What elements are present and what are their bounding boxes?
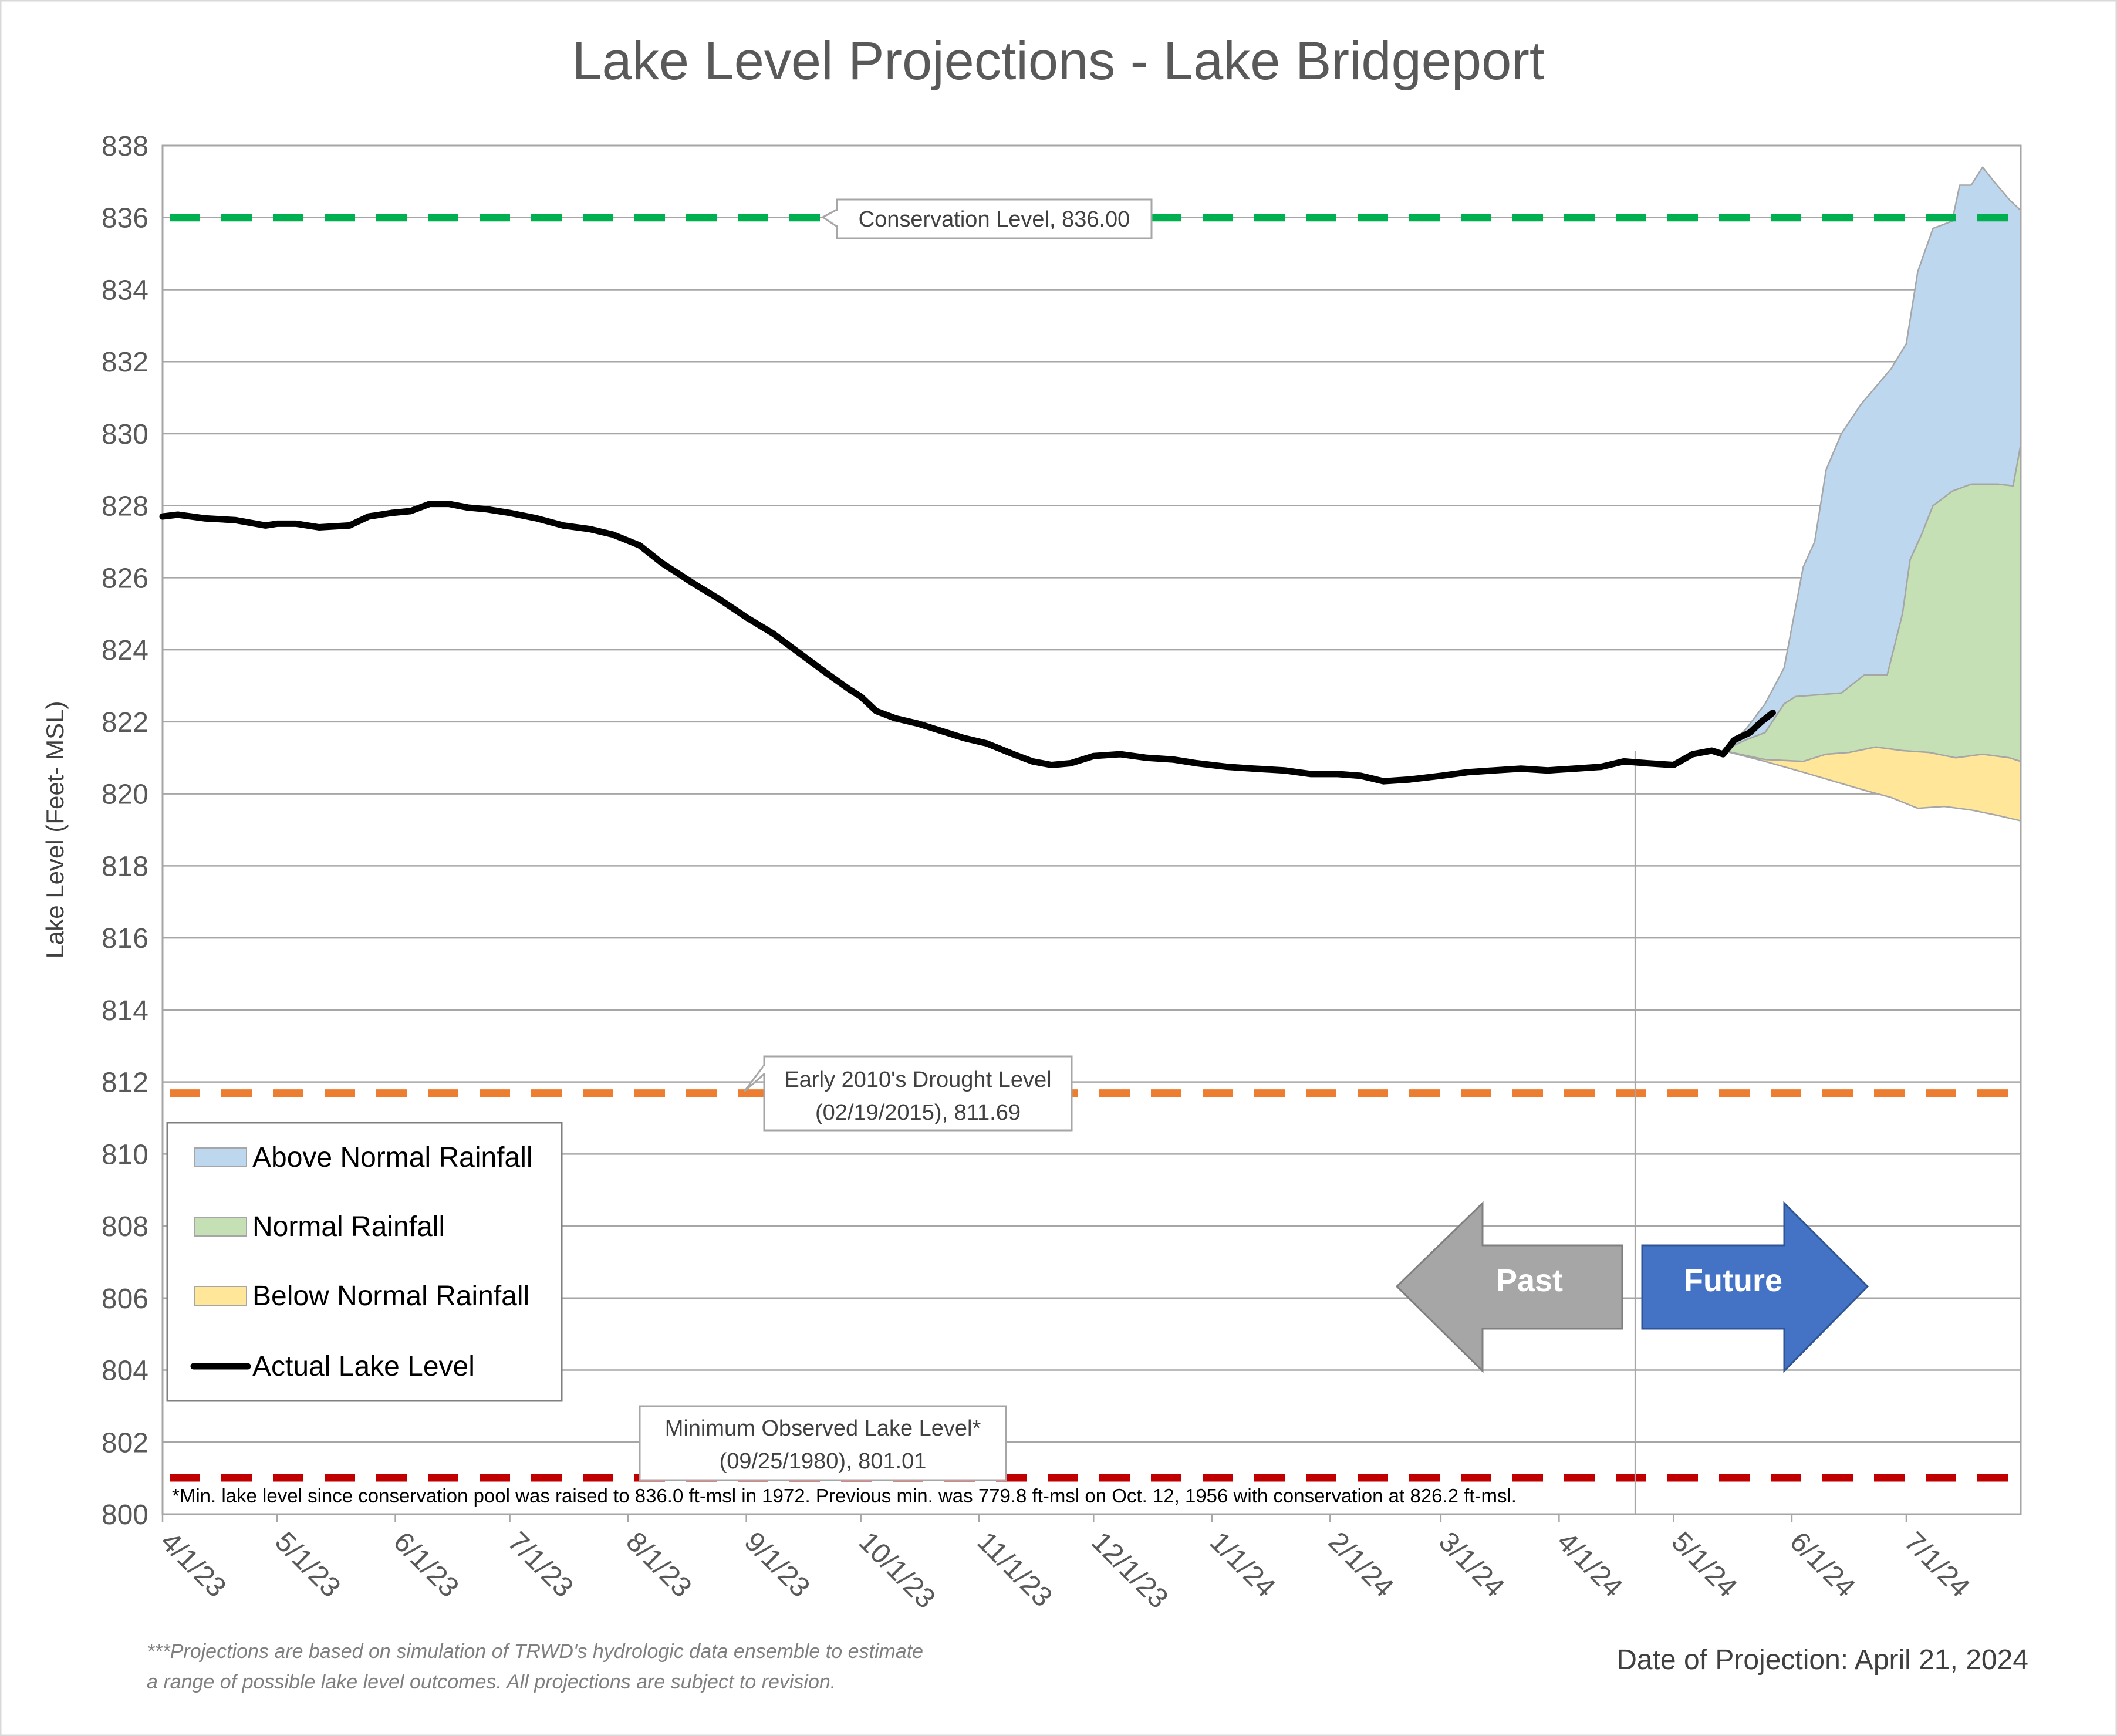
y-tick-label: 800	[102, 1499, 148, 1531]
conservation-level-callout: Conservation Level, 836.00	[821, 198, 1153, 239]
y-tick-label: 830	[102, 419, 148, 450]
y-tick-label: 832	[102, 347, 148, 378]
y-axis-label: Lake Level (Feet- MSL)	[41, 701, 69, 959]
legend-item-below-normal: Below Normal Rainfall	[194, 1281, 529, 1312]
legend-label-above-normal: Above Normal Rainfall	[252, 1142, 533, 1173]
y-tick-label: 806	[102, 1284, 148, 1315]
legend: Above Normal Rainfall Normal Rainfall Be…	[166, 1122, 563, 1402]
y-axis-ticks: 800 802 804 806 808 810 812 814 816 818 820 822 824 8…	[102, 131, 148, 1531]
y-tick-label: 822	[102, 707, 148, 738]
actual-lake-level-path	[159, 501, 1776, 785]
legend-item-normal: Normal Rainfall	[194, 1211, 445, 1242]
past-arrow: Past	[1395, 1201, 1623, 1373]
minimum-level-label-line1: Minimum Observed Lake Level*	[665, 1416, 981, 1441]
y-tick-label: 810	[102, 1139, 148, 1170]
past-arrow-label: Past	[1496, 1263, 1563, 1298]
y-tick-label: 826	[102, 563, 148, 594]
y-tick-label: 804	[102, 1356, 148, 1387]
future-arrow: Future	[1641, 1201, 1869, 1373]
legend-label-normal: Normal Rainfall	[252, 1211, 445, 1242]
future-arrow-label: Future	[1684, 1263, 1782, 1298]
minimum-level-label-line2: (09/25/1980), 801.01	[720, 1449, 927, 1474]
y-tick-label: 802	[102, 1427, 148, 1458]
actual-lake-level-line	[159, 501, 1776, 785]
legend-swatch-below-normal	[194, 1286, 247, 1306]
legend-label-below-normal: Below Normal Rainfall	[252, 1281, 529, 1312]
projection-areas	[1722, 166, 2022, 838]
chart-title: Lake Level Projections - Lake Bridgeport	[572, 31, 1545, 91]
legend-item-actual: Actual Lake Level	[190, 1351, 475, 1382]
minimum-level-callout: Minimum Observed Lake Level* (09/25/1980…	[639, 1405, 1007, 1481]
y-tick-label: 834	[102, 275, 148, 306]
disclaimer-line2: a range of possible lake level outcomes.…	[147, 1671, 836, 1693]
drought-level-label-line2: (02/19/2015), 811.69	[815, 1100, 1021, 1125]
y-tick-label: 820	[102, 779, 148, 810]
y-tick-label: 816	[102, 923, 148, 954]
y-tick-label: 808	[102, 1211, 148, 1242]
y-tick-label: 818	[102, 851, 148, 882]
legend-item-above-normal: Above Normal Rainfall	[194, 1142, 533, 1173]
plot-footnote: *Min. lake level since conservation pool…	[172, 1485, 1517, 1507]
y-tick-label: 836	[102, 203, 148, 234]
projection-date-label: Date of Projection: April 21, 2024	[1616, 1644, 2028, 1676]
legend-swatch-above-normal	[194, 1147, 247, 1167]
drought-level-callout: Early 2010's Drought Level (02/19/2015),…	[743, 1055, 1073, 1132]
disclaimer-line1: ***Projections are based on simulation o…	[147, 1640, 923, 1663]
y-tick-label: 838	[102, 131, 148, 162]
y-tick-label: 828	[102, 491, 148, 522]
legend-label-actual: Actual Lake Level	[252, 1351, 475, 1382]
drought-level-label-line1: Early 2010's Drought Level	[784, 1068, 1051, 1092]
legend-swatch-normal	[194, 1217, 247, 1237]
y-tick-label: 812	[102, 1068, 148, 1099]
y-tick-label: 824	[102, 635, 148, 666]
conservation-level-label: Conservation Level, 836.00	[859, 207, 1130, 232]
below-normal-area	[1722, 746, 2022, 838]
y-tick-label: 814	[102, 995, 148, 1026]
